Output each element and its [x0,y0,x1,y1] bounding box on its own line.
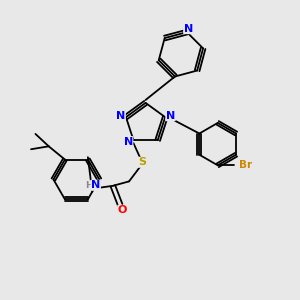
Text: O: O [118,205,127,215]
Text: N: N [166,111,175,121]
Text: N: N [116,111,125,121]
Text: N: N [91,180,101,190]
Text: N: N [124,136,133,147]
Text: Br: Br [239,160,252,170]
Text: N: N [184,24,193,34]
Text: S: S [138,157,146,167]
Text: H: H [85,181,93,190]
